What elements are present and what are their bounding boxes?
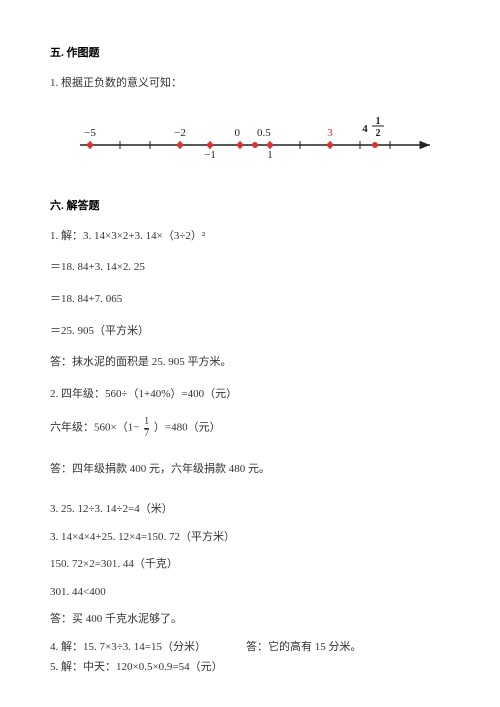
frac-num: 1 [144, 417, 149, 428]
s6-line-4: 答：抹水泥的面积是 25. 905 平方米。 [50, 354, 450, 372]
nl-label-zero: 0 [235, 127, 241, 139]
q4b: 答：它的高有 15 分米。 [246, 639, 362, 657]
q5: 5. 解：中天：120×0.5×0.9=54（元） [50, 659, 450, 677]
nl-label-p45-den: 2 [376, 128, 381, 139]
nl-label-m2: −2 [174, 127, 186, 139]
grade6-post: ）=480（元） [154, 422, 221, 434]
q4a: 4. 解：15. 7×3÷3. 14=15（分米） [50, 639, 206, 657]
s6-line-5: 2. 四年级：560÷（1+40%）=400（元） [50, 386, 450, 404]
nl-label-p45-whole: 4 [362, 123, 368, 135]
nl-label-m5: −5 [84, 127, 96, 139]
nl-label-p45-num: 1 [376, 116, 381, 127]
s6-line-3: ＝25. 905（平方米） [50, 323, 450, 341]
q4-row: 4. 解：15. 7×3÷3. 14=15（分米） 答：它的高有 15 分米。 [50, 639, 450, 657]
section-title-5: 五. 作图题 [50, 45, 450, 63]
ans-donate: 答：四年级捐款 400 元，六年级捐款 480 元。 [50, 461, 450, 479]
grade6-line: 六年级：560×（1− 1 7 ）=480（元） [50, 417, 450, 439]
nl-label-p1: 1 [267, 149, 273, 161]
s6b-line-4: 答：买 400 千克水泥够了。 [50, 611, 450, 629]
s6b-line-0: 3. 25. 12÷3. 14÷2=4（米） [50, 501, 450, 519]
q1-text: 1. 根据正负数的意义可知： [50, 75, 450, 93]
s6b-line-2: 150. 72×2=301. 44（千克） [50, 556, 450, 574]
grade6-pre: 六年级：560×（1− [50, 422, 139, 434]
s6b-line-1: 3. 14×4×4+25. 12×4=150. 72（平方米） [50, 529, 450, 547]
nl-label-m1: −1 [204, 149, 216, 161]
number-line: −5 −2 0 0.5 3 4 1 2 −1 1 [50, 110, 450, 170]
frac-den: 7 [144, 428, 149, 440]
nl-label-p05: 0.5 [257, 127, 271, 139]
nl-label-p3: 3 [327, 127, 333, 139]
grade6-frac: 1 7 [144, 417, 149, 439]
s6-line-0: 1. 解：3. 14×3×2+3. 14×（3÷2）² [50, 228, 450, 246]
s6-line-1: ＝18. 84+3. 14×2. 25 [50, 259, 450, 277]
s6b-line-3: 301. 44<400 [50, 584, 450, 602]
s6-line-2: ＝18. 84+7. 065 [50, 291, 450, 309]
section-title-6: 六. 解答题 [50, 198, 450, 216]
